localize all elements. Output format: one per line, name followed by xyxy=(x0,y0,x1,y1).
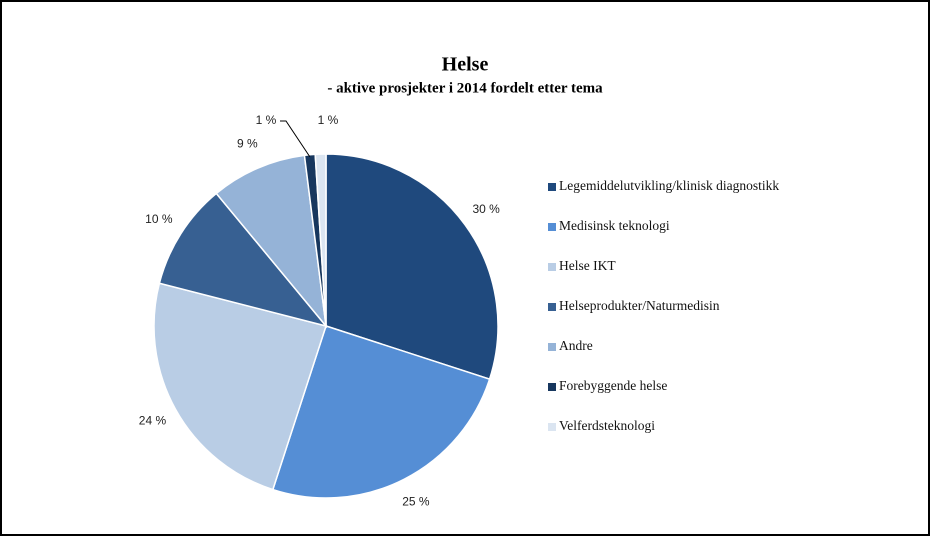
data-label: 1 % xyxy=(318,113,339,127)
data-label: 24 % xyxy=(139,414,167,428)
leader-line xyxy=(280,120,311,158)
pie-slice xyxy=(158,192,329,328)
pie-slice xyxy=(271,325,491,499)
legend-label: Andre xyxy=(559,338,593,353)
legend-swatch xyxy=(548,303,556,311)
data-label: 9 % xyxy=(237,136,258,150)
legend-swatch xyxy=(548,383,556,391)
pie-slice xyxy=(153,282,327,491)
legend-swatch xyxy=(548,423,556,431)
data-label: 30 % xyxy=(473,202,501,216)
data-label: 25 % xyxy=(402,495,430,509)
pie-slice xyxy=(325,153,499,381)
legend-label: Helse IKT xyxy=(559,258,616,273)
pie-slice xyxy=(215,154,328,329)
legend-swatch xyxy=(548,263,556,271)
legend-label: Forebyggende helse xyxy=(559,378,667,393)
data-label: 10 % xyxy=(145,212,173,226)
legend-label: Helseprodukter/Naturmedisin xyxy=(559,298,720,313)
legend-label: Velferdsteknologi xyxy=(559,418,655,433)
chart-title: Helse xyxy=(442,54,489,76)
legend-swatch xyxy=(548,223,556,231)
legend-label: Legemiddelutvikling/klinisk diagnostikk xyxy=(559,178,779,193)
pie-slice xyxy=(314,153,327,327)
chart-subtitle: - aktive prosjekter i 2014 fordelt etter… xyxy=(327,80,603,96)
legend-label: Medisinsk teknologi xyxy=(559,218,670,233)
legend-swatch xyxy=(548,343,556,351)
data-label: 1 % xyxy=(256,113,277,127)
legend-swatch xyxy=(548,183,556,191)
